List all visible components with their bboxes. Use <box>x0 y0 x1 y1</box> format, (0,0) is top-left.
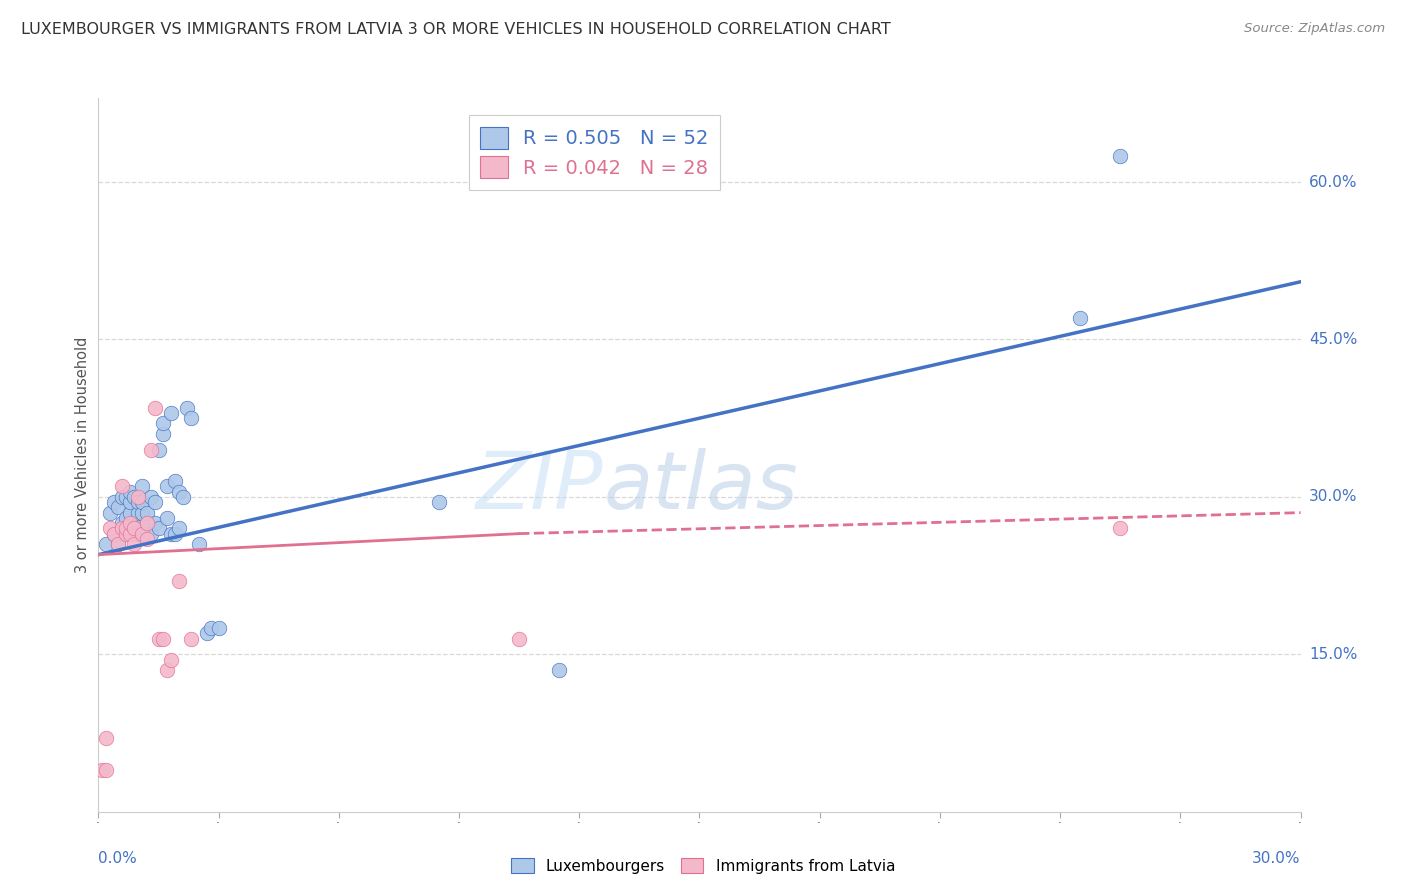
Point <box>152 426 174 441</box>
Point <box>163 474 186 488</box>
Point <box>120 526 142 541</box>
Point <box>548 663 571 677</box>
Point <box>100 521 122 535</box>
Point <box>131 495 153 509</box>
Point <box>115 521 138 535</box>
Text: LUXEMBOURGER VS IMMIGRANTS FROM LATVIA 3 OR MORE VEHICLES IN HOUSEHOLD CORRELATI: LUXEMBOURGER VS IMMIGRANTS FROM LATVIA 3… <box>21 22 891 37</box>
Point <box>208 621 231 635</box>
Point <box>180 411 202 425</box>
Point <box>176 401 198 415</box>
Point <box>96 763 118 777</box>
Point <box>167 484 190 499</box>
Point <box>1069 311 1091 326</box>
Legend: Luxembourgers, Immigrants from Latvia: Luxembourgers, Immigrants from Latvia <box>505 852 901 880</box>
Text: 45.0%: 45.0% <box>1309 332 1357 347</box>
Point <box>111 521 134 535</box>
Point <box>427 495 450 509</box>
Point <box>148 442 170 457</box>
Point <box>120 495 142 509</box>
Point <box>180 632 202 646</box>
Point <box>1109 521 1132 535</box>
Point <box>143 401 166 415</box>
Text: 30.0%: 30.0% <box>1253 851 1301 865</box>
Point <box>131 526 153 541</box>
Point <box>135 516 157 530</box>
Point <box>159 652 181 666</box>
Point <box>124 516 146 530</box>
Point <box>100 506 122 520</box>
Legend: R = 0.505   N = 52, R = 0.042   N = 28: R = 0.505 N = 52, R = 0.042 N = 28 <box>468 115 720 190</box>
Point <box>172 490 194 504</box>
Point <box>148 632 170 646</box>
Point <box>107 500 129 515</box>
Point <box>111 490 134 504</box>
Point <box>115 490 138 504</box>
Point <box>143 495 166 509</box>
Point <box>124 490 146 504</box>
Point <box>155 511 177 525</box>
Point <box>159 526 181 541</box>
Text: ZIP: ZIP <box>477 448 603 526</box>
Point <box>152 417 174 431</box>
Point <box>107 537 129 551</box>
Text: 30.0%: 30.0% <box>1309 490 1357 504</box>
Point <box>167 521 190 535</box>
Point <box>124 537 146 551</box>
Point <box>131 479 153 493</box>
Point <box>96 537 118 551</box>
Point <box>159 406 181 420</box>
Point <box>155 663 177 677</box>
Point <box>139 442 162 457</box>
Y-axis label: 3 or more Vehicles in Household: 3 or more Vehicles in Household <box>75 337 90 573</box>
Point <box>195 626 218 640</box>
Point <box>131 506 153 520</box>
Point <box>135 506 157 520</box>
Point <box>91 763 114 777</box>
Point <box>148 521 170 535</box>
Point <box>508 632 530 646</box>
Point <box>139 526 162 541</box>
Text: 15.0%: 15.0% <box>1309 647 1357 662</box>
Point <box>128 495 150 509</box>
Point <box>115 511 138 525</box>
Point <box>143 516 166 530</box>
Text: Source: ZipAtlas.com: Source: ZipAtlas.com <box>1244 22 1385 36</box>
Point <box>128 490 150 504</box>
Point <box>103 495 125 509</box>
Point <box>135 516 157 530</box>
Point <box>128 526 150 541</box>
Text: atlas: atlas <box>603 448 799 526</box>
Point <box>1109 149 1132 163</box>
Point <box>124 521 146 535</box>
Point <box>163 526 186 541</box>
Point <box>103 526 125 541</box>
Point <box>128 516 150 530</box>
Point <box>152 632 174 646</box>
Point <box>167 574 190 588</box>
Point <box>111 516 134 530</box>
Point <box>139 490 162 504</box>
Point <box>155 479 177 493</box>
Point <box>120 506 142 520</box>
Point <box>128 506 150 520</box>
Point <box>187 537 209 551</box>
Text: 60.0%: 60.0% <box>1309 175 1357 190</box>
Point <box>135 532 157 546</box>
Point <box>124 521 146 535</box>
Point <box>107 537 129 551</box>
Point <box>103 526 125 541</box>
Point <box>115 526 138 541</box>
Point <box>200 621 222 635</box>
Point <box>96 731 118 746</box>
Text: 0.0%: 0.0% <box>98 851 138 865</box>
Point <box>111 479 134 493</box>
Point <box>120 484 142 499</box>
Point <box>120 516 142 530</box>
